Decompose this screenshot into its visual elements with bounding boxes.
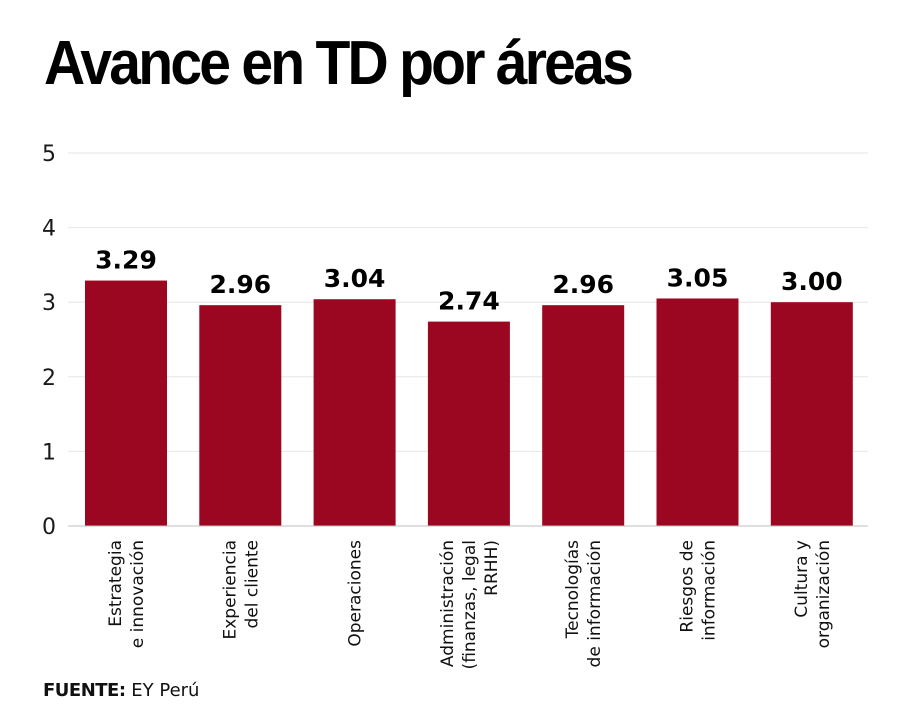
data-labels: 3.29 2.96 3.04 2.74 2.96 3.05 3.00 <box>95 246 842 316</box>
x-tick-label-line: Operaciones <box>346 540 366 647</box>
data-label: 2.74 <box>438 287 500 316</box>
x-tick-label: Experiencia del cliente <box>220 540 262 640</box>
data-label: 3.05 <box>667 263 729 292</box>
y-tick-label: 5 <box>42 142 56 167</box>
x-tick-label-line: organización <box>814 540 834 648</box>
bar <box>199 305 282 526</box>
bar <box>656 298 739 526</box>
source-label: FUENTE: <box>43 680 126 701</box>
source-text: EY Perú <box>131 680 200 701</box>
x-tick-label-line: Administración <box>438 540 458 667</box>
x-tick-label: Tecnologías de información <box>563 540 605 668</box>
x-tick-label-line: información <box>700 540 720 641</box>
y-tick-label: 2 <box>42 366 56 391</box>
chart-title: Avance en TD por áreas <box>44 29 634 98</box>
x-tick-label-line: (finanzas, legal <box>460 540 480 669</box>
y-axis-ticks: 0 1 2 3 4 5 <box>42 142 56 540</box>
y-tick-label: 3 <box>42 291 56 316</box>
x-tick-label: Estrategia e innovación <box>106 540 148 648</box>
x-tick-label-line: Experiencia <box>220 540 240 640</box>
x-tick-label-line: Riesgos de <box>678 540 698 633</box>
bar <box>85 280 167 526</box>
y-tick-label: 4 <box>42 217 56 242</box>
source-note: FUENTE: EY Perú <box>43 680 199 701</box>
y-tick-label: 0 <box>42 515 56 540</box>
x-tick-label-line: Tecnologías <box>563 540 583 640</box>
x-tick-label: Administración (finanzas, legal RRHH) <box>438 540 502 669</box>
x-tick-label-line: Cultura y <box>792 540 812 618</box>
x-axis-labels: Estrategia e innovación Experiencia del cli… <box>106 540 834 670</box>
bar <box>313 299 396 526</box>
x-tick-label: Riesgos de información <box>678 540 720 641</box>
bar <box>542 305 625 526</box>
x-tick-label-line: Estrategia <box>106 540 126 627</box>
data-label: 3.00 <box>781 267 843 296</box>
y-tick-label: 1 <box>42 440 56 465</box>
x-tick-label-line: e innovación <box>128 540 148 648</box>
bars <box>85 280 853 526</box>
x-tick-label-line: RRHH) <box>482 540 502 596</box>
data-label: 3.29 <box>95 246 157 275</box>
x-tick-label-line: del cliente <box>242 540 262 629</box>
bar <box>770 302 853 526</box>
x-tick-label: Cultura y organización <box>792 540 834 648</box>
x-tick-label: Operaciones <box>346 540 366 647</box>
data-label: 2.96 <box>552 270 614 299</box>
x-tick-label-line: de información <box>585 540 605 667</box>
data-label: 2.96 <box>209 270 271 299</box>
bar <box>427 321 510 526</box>
data-label: 3.04 <box>324 264 386 293</box>
